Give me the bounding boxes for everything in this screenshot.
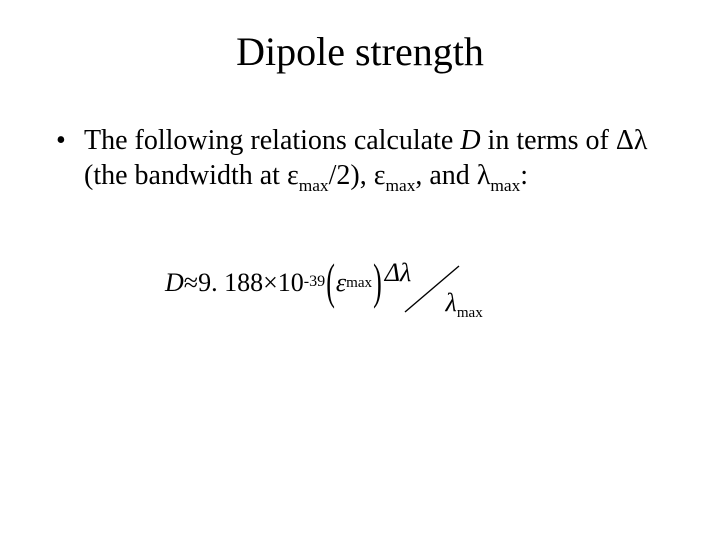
slide: Dipole strength The following relations … [0, 0, 720, 540]
times-sign: × [263, 268, 278, 298]
bullet-item: The following relations calculate D in t… [50, 123, 670, 196]
fraction-denominator: λmax [446, 288, 483, 322]
subscript-max: max [490, 176, 520, 195]
exponent: -39 [304, 273, 325, 291]
diagonal-fraction: Δλ λmax [385, 260, 479, 318]
bullet-list: The following relations calculate D in t… [50, 123, 670, 196]
text: The following relations calculate [84, 125, 460, 156]
epsilon: ε [287, 160, 299, 191]
text: : [520, 160, 528, 191]
text: in terms of [481, 125, 616, 156]
text: /2), [329, 160, 374, 191]
lambda: λ [477, 160, 491, 191]
epsilon: ε [374, 160, 386, 191]
subscript-max: max [385, 176, 415, 195]
delta-lambda: Δλ [616, 125, 648, 156]
subscript-max: max [457, 305, 483, 321]
formula-container: D ≈ 9. 188 × 10-39 (εmax) Δλ λmax [50, 196, 670, 312]
formula: D ≈ 9. 188 × 10-39 (εmax) Δλ λmax [165, 254, 479, 312]
text: (the bandwidth at [84, 160, 287, 191]
epsilon: ε [336, 268, 346, 298]
slide-body: The following relations calculate D in t… [0, 85, 720, 312]
base-ten: 10 [278, 268, 304, 298]
var-D: D [460, 125, 480, 156]
lambda: λ [446, 288, 457, 317]
coefficient: 9. 188 [198, 268, 263, 298]
subscript-max: max [346, 275, 372, 292]
subscript-max: max [299, 176, 329, 195]
right-paren: ) [372, 255, 383, 312]
left-paren: ( [325, 255, 336, 312]
slide-title: Dipole strength [0, 0, 720, 85]
approx-sign: ≈ [184, 268, 198, 298]
text: , and [415, 160, 476, 191]
var-D: D [165, 268, 184, 298]
